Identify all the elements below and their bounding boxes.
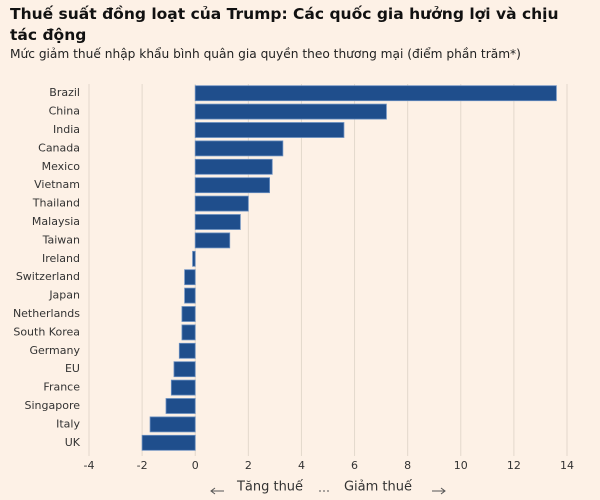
bar [178,342,196,359]
bar [165,398,196,414]
annotation-right: Giảm thuế [344,480,412,495]
y-tick-label: UK [65,436,81,449]
y-tick-label: Singapore [25,399,81,412]
x-tick-label: 0 [192,459,199,472]
x-tick-label: 2 [245,459,252,472]
y-tick-label: India [53,123,80,136]
y-tick-label: Germany [29,344,80,357]
bar [194,232,231,249]
y-tick-label: Malaysia [32,215,80,228]
y-tick-label: EU [65,362,80,375]
bar [194,158,273,175]
y-tick-label: Italy [56,417,80,430]
bar [141,434,196,451]
y-tick-label: Mexico [42,160,81,173]
y-tick-label: Vietnam [34,178,80,191]
y-tick-label: Netherlands [13,307,80,320]
left-arrow-head [210,487,216,495]
x-tick-label: 8 [404,459,411,472]
y-tick-label: Canada [38,141,80,154]
annotation-left: Tăng thuế [236,480,303,495]
bar [184,287,196,304]
x-tick-label: 14 [560,459,574,472]
bar [194,214,241,230]
right-arrow-head [440,487,446,495]
bar [173,361,196,378]
bar [194,195,249,212]
x-tick-label: 12 [507,459,521,472]
y-tick-label: Switzerland [16,270,80,283]
y-tick-label: South Korea [13,325,80,338]
x-tick-label: 10 [454,459,468,472]
bar [194,103,387,120]
bar [149,416,196,433]
bar [192,250,196,267]
bar [194,140,284,157]
x-tick-label: -2 [137,459,148,472]
x-tick-label: 4 [298,459,305,472]
bar [194,177,270,194]
bar [181,306,196,322]
bar [194,122,345,138]
y-tick-label: Thailand [32,197,80,210]
y-tick-label: France [43,381,80,394]
y-tick-label: China [49,105,80,118]
x-tick-label: 6 [351,459,358,472]
y-tick-label: Japan [48,289,80,302]
y-tick-label: Taiwan [42,233,80,246]
bar [181,324,196,341]
y-tick-label: Ireland [42,252,80,265]
y-tick-label: Brazil [49,86,80,99]
bar [170,379,196,396]
bar [184,269,196,286]
chart-subtitle: Mức giảm thuế nhập khẩu bình quân gia qu… [10,47,521,61]
x-tick-label: -4 [84,459,95,472]
bar [194,85,557,102]
chart-title: Thuế suất đồng loạt của Trump: Các quốc … [10,5,559,44]
